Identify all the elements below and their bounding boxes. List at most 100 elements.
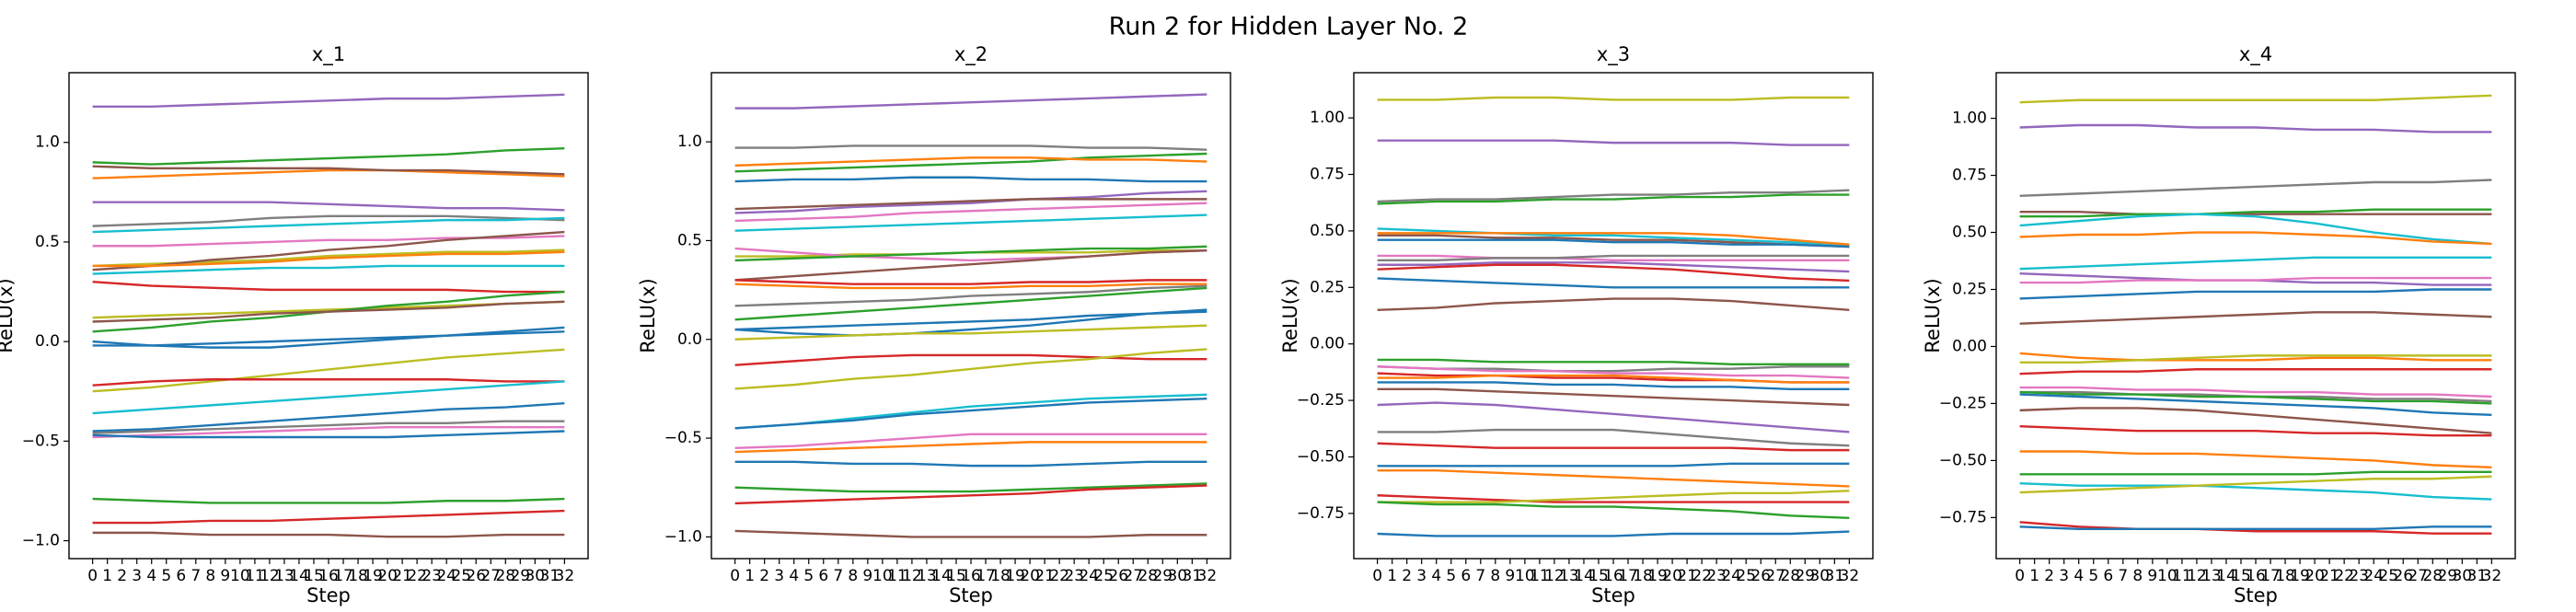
x-axis-label: Step xyxy=(306,584,351,606)
x-tick-label: 0 xyxy=(730,567,740,585)
x-tick-label: 25 xyxy=(451,567,471,585)
x-tick-label: 25 xyxy=(1093,567,1114,585)
series-line xyxy=(1377,254,1850,262)
series-line xyxy=(734,283,1207,290)
y-tick-label: 0.00 xyxy=(1952,337,1987,355)
x-tick-label: 6 xyxy=(1461,567,1471,585)
series-line xyxy=(1377,254,1850,262)
y-tick-label: 0.0 xyxy=(35,332,60,351)
x-tick-label: 17 xyxy=(333,567,353,585)
x-tick-label: 9 xyxy=(220,567,230,585)
x-tick-label: 1 xyxy=(745,567,755,585)
x-axis-label: Step xyxy=(2234,584,2278,606)
y-axis-label: ReLU(x) xyxy=(637,278,659,352)
x-tick-label: 31 xyxy=(1183,567,1203,585)
x-tick-label: 20 xyxy=(2305,567,2325,585)
x-tick-label: 8 xyxy=(205,567,215,585)
series-line xyxy=(1377,374,1850,384)
x-tick-label: 29 xyxy=(510,567,530,585)
x-tick-label: 28 xyxy=(495,567,515,585)
series-line xyxy=(2019,256,2492,271)
plot-area xyxy=(92,93,565,538)
x-tick-label: 15 xyxy=(1588,567,1609,585)
x-tick-label: 11 xyxy=(2172,567,2192,585)
y-tick-label: −0.5 xyxy=(22,432,60,450)
x-tick-label: 5 xyxy=(161,567,171,585)
x-tick-label: 4 xyxy=(146,567,156,585)
x-axis-label: Step xyxy=(949,584,993,606)
y-axis-label: ReLU(x) xyxy=(1922,278,1944,352)
series-line xyxy=(92,300,565,323)
x-tick-label: 10 xyxy=(230,567,250,585)
x-tick-label: 25 xyxy=(2378,567,2398,585)
series-line xyxy=(92,425,565,439)
x-tick-label: 12 xyxy=(260,567,280,585)
series-line xyxy=(2019,231,2492,246)
x-tick-label: 13 xyxy=(1559,567,1579,585)
x-tick-label: 26 xyxy=(1108,567,1128,585)
plot-area xyxy=(2019,94,2492,535)
x-tick-label: 4 xyxy=(2074,567,2084,585)
x-tick-label: 15 xyxy=(2231,567,2251,585)
x-tick-label: 3 xyxy=(1416,567,1427,585)
series-line xyxy=(734,433,1207,449)
subplot: x_10 1 2 3 4 5 6 7 8 9 101112131415161718192021222… xyxy=(0,43,589,606)
series-line xyxy=(2019,407,2492,434)
series-line xyxy=(2019,311,2492,325)
series-line xyxy=(1377,96,1850,101)
series-line xyxy=(734,286,1207,321)
x-tick-label: 16 xyxy=(2246,567,2266,585)
x-tick-label: 16 xyxy=(961,567,981,585)
series-line xyxy=(1377,261,1850,273)
series-line xyxy=(92,147,565,166)
x-tick-label: 22 xyxy=(1692,567,1712,585)
series-line xyxy=(2019,179,2492,198)
x-tick-label: 23 xyxy=(1064,567,1084,585)
x-tick-label: 17 xyxy=(976,567,996,585)
x-tick-label: 20 xyxy=(1020,567,1040,585)
series-line xyxy=(734,190,1207,214)
x-tick-label: 10 xyxy=(872,567,893,585)
series-line xyxy=(2019,393,2492,417)
x-tick-label: 9 xyxy=(862,567,872,585)
series-line xyxy=(92,165,565,176)
x-tick-label: 7 xyxy=(2118,567,2128,585)
series-line xyxy=(92,326,565,349)
series-line xyxy=(1377,381,1850,391)
x-tick-label: 12 xyxy=(1544,567,1565,585)
x-tick-label: 13 xyxy=(274,567,295,585)
series-line xyxy=(2019,123,2492,133)
y-tick-label: −0.75 xyxy=(1297,504,1345,523)
x-tick-label: 10 xyxy=(1515,567,1535,585)
series-line xyxy=(1377,238,1850,248)
x-tick-label: 11 xyxy=(887,567,907,585)
x-tick-label: 21 xyxy=(1677,567,1697,585)
y-tick-label: 0.50 xyxy=(1310,222,1345,240)
series-line xyxy=(1377,401,1850,433)
series-line xyxy=(1377,530,1850,537)
x-tick-label: 14 xyxy=(931,567,952,585)
x-tick-label: 1 xyxy=(102,567,112,585)
x-tick-label: 14 xyxy=(289,567,309,585)
x-tick-label: 30 xyxy=(525,567,545,585)
figure-title: Run 2 for Hidden Layer No. 2 xyxy=(1109,13,1469,41)
x-tick-label: 14 xyxy=(1574,567,1594,585)
x-tick-label: 19 xyxy=(2290,567,2310,585)
series-line xyxy=(734,397,1207,430)
series-line xyxy=(734,484,1207,505)
series-line xyxy=(734,198,1207,211)
x-tick-label: 30 xyxy=(1809,567,1830,585)
x-tick-label: 1 xyxy=(1387,567,1397,585)
series-line xyxy=(734,93,1207,110)
y-tick-label: 0.0 xyxy=(677,330,702,349)
x-tick-label: 0 xyxy=(2015,567,2025,585)
series-line xyxy=(1377,227,1850,246)
series-line xyxy=(1377,462,1850,468)
series-line xyxy=(734,482,1207,493)
series-line xyxy=(92,531,565,538)
y-tick-label: 0.5 xyxy=(35,233,60,251)
x-tick-label: 9 xyxy=(2147,567,2157,585)
x-tick-label: 6 xyxy=(2103,567,2113,585)
x-tick-label: 24 xyxy=(1721,567,1741,585)
